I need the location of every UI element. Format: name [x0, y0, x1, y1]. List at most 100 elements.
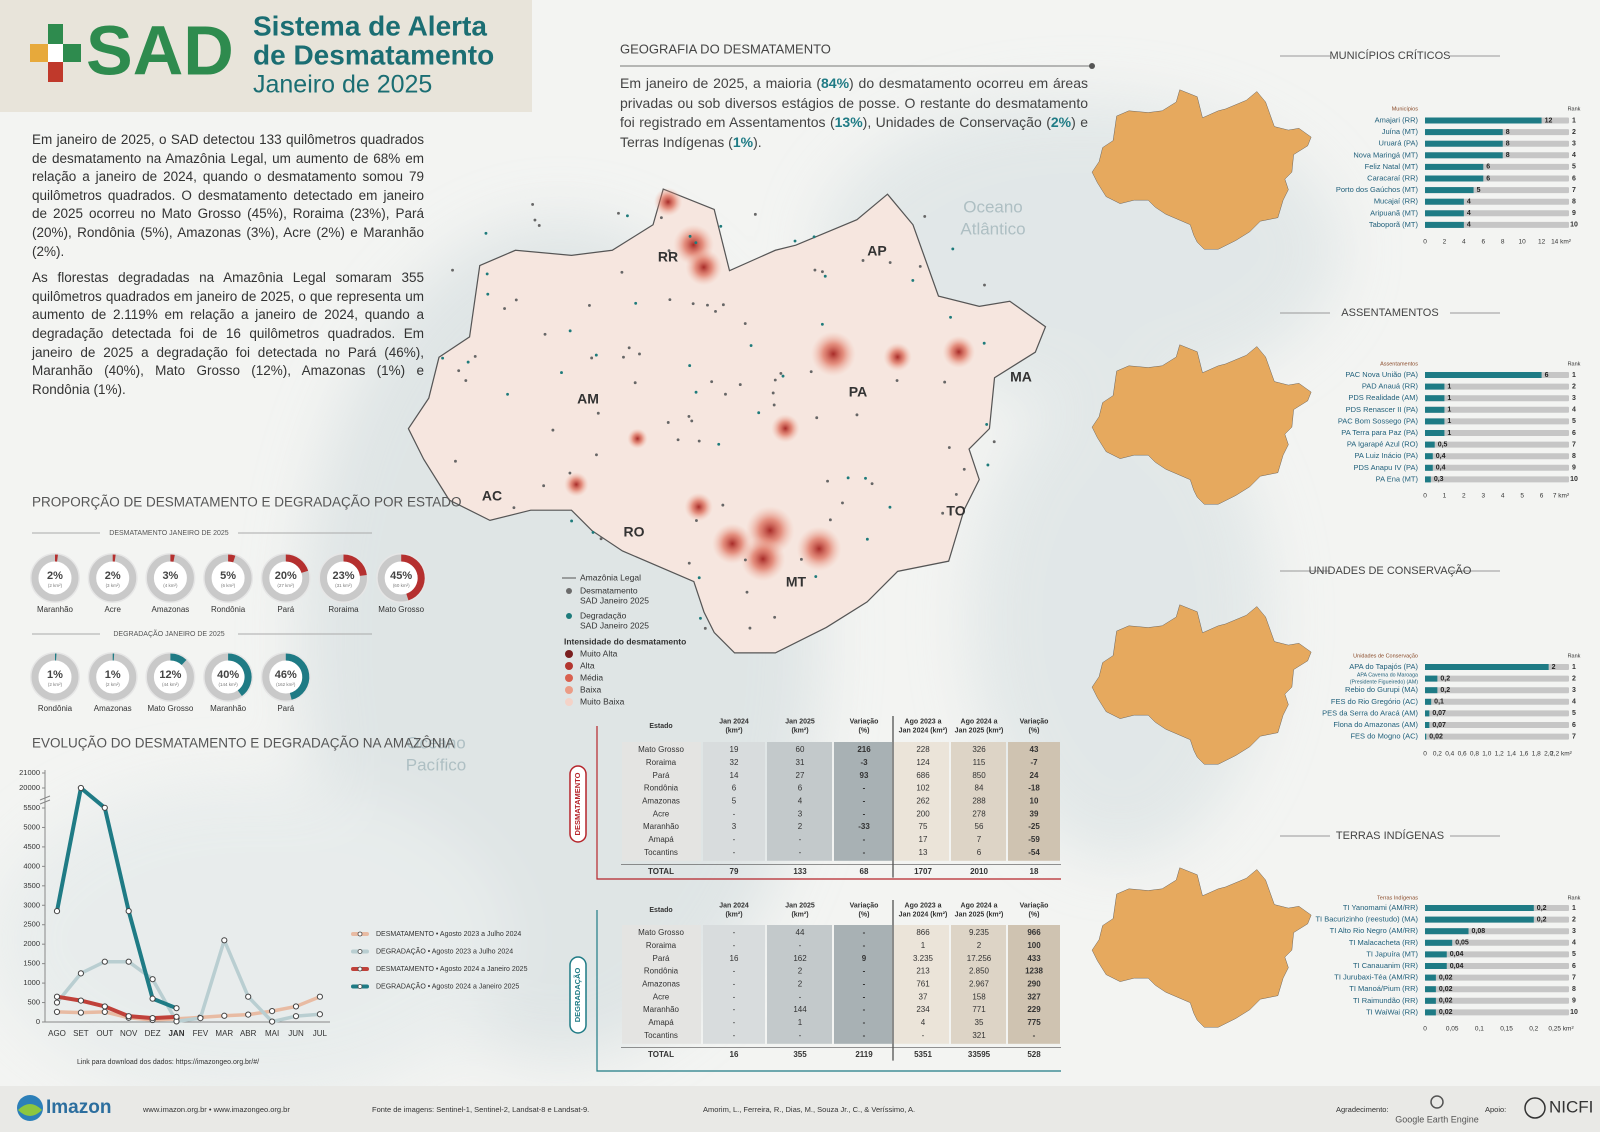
- table-cell: Tocantins: [644, 848, 678, 857]
- x-tick-label: 1,4: [1507, 751, 1516, 758]
- deforestation-point: [954, 492, 958, 496]
- logo-square: [48, 44, 63, 62]
- hotspot: [883, 342, 912, 372]
- x-tick-label: MAR: [215, 1029, 233, 1038]
- side-label-box: [569, 956, 587, 1034]
- x-tick-label: JAN: [168, 1029, 184, 1038]
- bar-value: 1: [1447, 383, 1451, 390]
- y-tick-label: 2500: [23, 920, 40, 929]
- bar-label: PAD Anauá (RR): [1362, 382, 1419, 391]
- legend-text: DESMATAMENTO • Agosto 2024 a Janeiro 202…: [376, 966, 528, 973]
- bar-value: 0,07: [1432, 722, 1446, 729]
- bar-value: 0,2: [1440, 687, 1450, 694]
- donut-arc: [227, 554, 236, 563]
- table-column-bg: [951, 742, 1006, 861]
- table-cell: 14: [730, 771, 739, 780]
- bar-label: TI Japuíra (MT): [1366, 949, 1418, 958]
- table-cell: 16: [730, 954, 739, 963]
- table-total: 16: [730, 1050, 739, 1059]
- bar: [1425, 963, 1447, 969]
- footer-ack-label: Agradecimento:: [1336, 1105, 1389, 1114]
- state-label: MA: [1010, 369, 1032, 385]
- series-point: [292, 1013, 300, 1020]
- table-cell: -: [799, 1031, 802, 1040]
- deforestation-point: [748, 626, 752, 630]
- bar: [1425, 928, 1469, 935]
- table-cell: 278: [972, 809, 986, 818]
- bar-rank: 6: [1572, 175, 1576, 182]
- series-point: [101, 1003, 108, 1010]
- series-point: [77, 997, 85, 1004]
- deforestation-point: [687, 414, 691, 418]
- table-cell: 290: [1027, 980, 1041, 989]
- bar-rank: 2: [1572, 383, 1576, 390]
- bar-value: 0,02: [1439, 986, 1453, 993]
- donut-category: Pará: [277, 605, 294, 614]
- panel-title: ASSENTAMENTOS: [1341, 307, 1438, 319]
- bar-track: [1425, 395, 1569, 402]
- donut-area: (44 km²): [162, 682, 179, 687]
- bar-value: 0,2: [1440, 675, 1450, 682]
- table-cell: 27: [796, 771, 805, 780]
- table-total: 355: [793, 1050, 807, 1059]
- donut-value: 46%: [275, 669, 297, 681]
- bar: [1425, 152, 1503, 159]
- x-tick-label: 1: [1443, 493, 1447, 500]
- table-cell: 115: [973, 758, 986, 767]
- section-title: EVOLUÇÃO DO DESMATAMENTO E DEGRADAÇÃO NA…: [32, 736, 454, 751]
- bar-value: 5: [1477, 187, 1481, 194]
- deforestation-point: [710, 380, 714, 384]
- bar: [1425, 406, 1445, 413]
- table-total: TOTAL: [648, 1050, 674, 1059]
- bar-value: 0,5: [1438, 441, 1448, 448]
- bar-rank: 1: [1572, 664, 1576, 671]
- logo-square: [48, 62, 63, 82]
- bar-value: 0,05: [1455, 940, 1469, 947]
- deforestation-point: [992, 440, 996, 444]
- table-cell: -: [733, 835, 736, 844]
- table-cell: 2: [977, 941, 982, 950]
- deforestation-point: [943, 380, 947, 384]
- bar-value: 0,2: [1537, 916, 1547, 923]
- x-tick-label: 0,1: [1475, 1026, 1484, 1033]
- table-cell: 56: [975, 822, 984, 831]
- table-cell: 686: [916, 771, 930, 780]
- deforestation-point: [743, 558, 747, 562]
- y-tick-label: 1000: [23, 978, 40, 987]
- series-point: [101, 804, 108, 811]
- bar-rank: 5: [1572, 710, 1576, 717]
- table-cell: 93: [860, 771, 869, 780]
- table-cell: 60: [796, 745, 805, 754]
- series-point: [53, 1008, 61, 1015]
- table-cell: -: [733, 1031, 736, 1040]
- bar-label: Taboporã (MT): [1369, 220, 1419, 229]
- table-cell: Roraima: [646, 941, 677, 950]
- table-cell: 3: [798, 809, 803, 818]
- table-cell: -: [863, 1005, 866, 1014]
- bar-rank: 4: [1572, 152, 1576, 159]
- table-header: Jan 2025: [785, 902, 815, 909]
- deforestation-point: [809, 370, 813, 374]
- series-point: [53, 999, 61, 1006]
- table-total: 2119: [855, 1050, 873, 1059]
- bar-rank: 4: [1572, 699, 1576, 706]
- table-cell: -: [733, 1005, 736, 1014]
- bar-label: TI Bacurizinho (reestudo) (MA): [1315, 915, 1418, 924]
- deforestation-point: [861, 259, 865, 262]
- bar: [1425, 939, 1453, 946]
- bar-label: PES da Serra do Aracá (AM): [1322, 708, 1418, 717]
- table-total: 1707: [914, 867, 932, 876]
- bar-rank: 2: [1572, 129, 1576, 136]
- degradation-point: [697, 576, 701, 580]
- bar-rank: 3: [1572, 687, 1576, 694]
- bar: [1425, 905, 1534, 911]
- series-point: [125, 1013, 132, 1020]
- deforestation-point: [841, 501, 844, 505]
- table-cell: 100: [1027, 941, 1041, 950]
- table-header: (km²): [791, 911, 808, 918]
- intro-paragraph: As florestas degradadas na Amazônia Lega…: [32, 270, 424, 397]
- y-tick-label: 3000: [23, 900, 40, 909]
- bg-shape: [0, 780, 510, 1100]
- legend-marker: [565, 662, 573, 670]
- bar: [1425, 1009, 1436, 1016]
